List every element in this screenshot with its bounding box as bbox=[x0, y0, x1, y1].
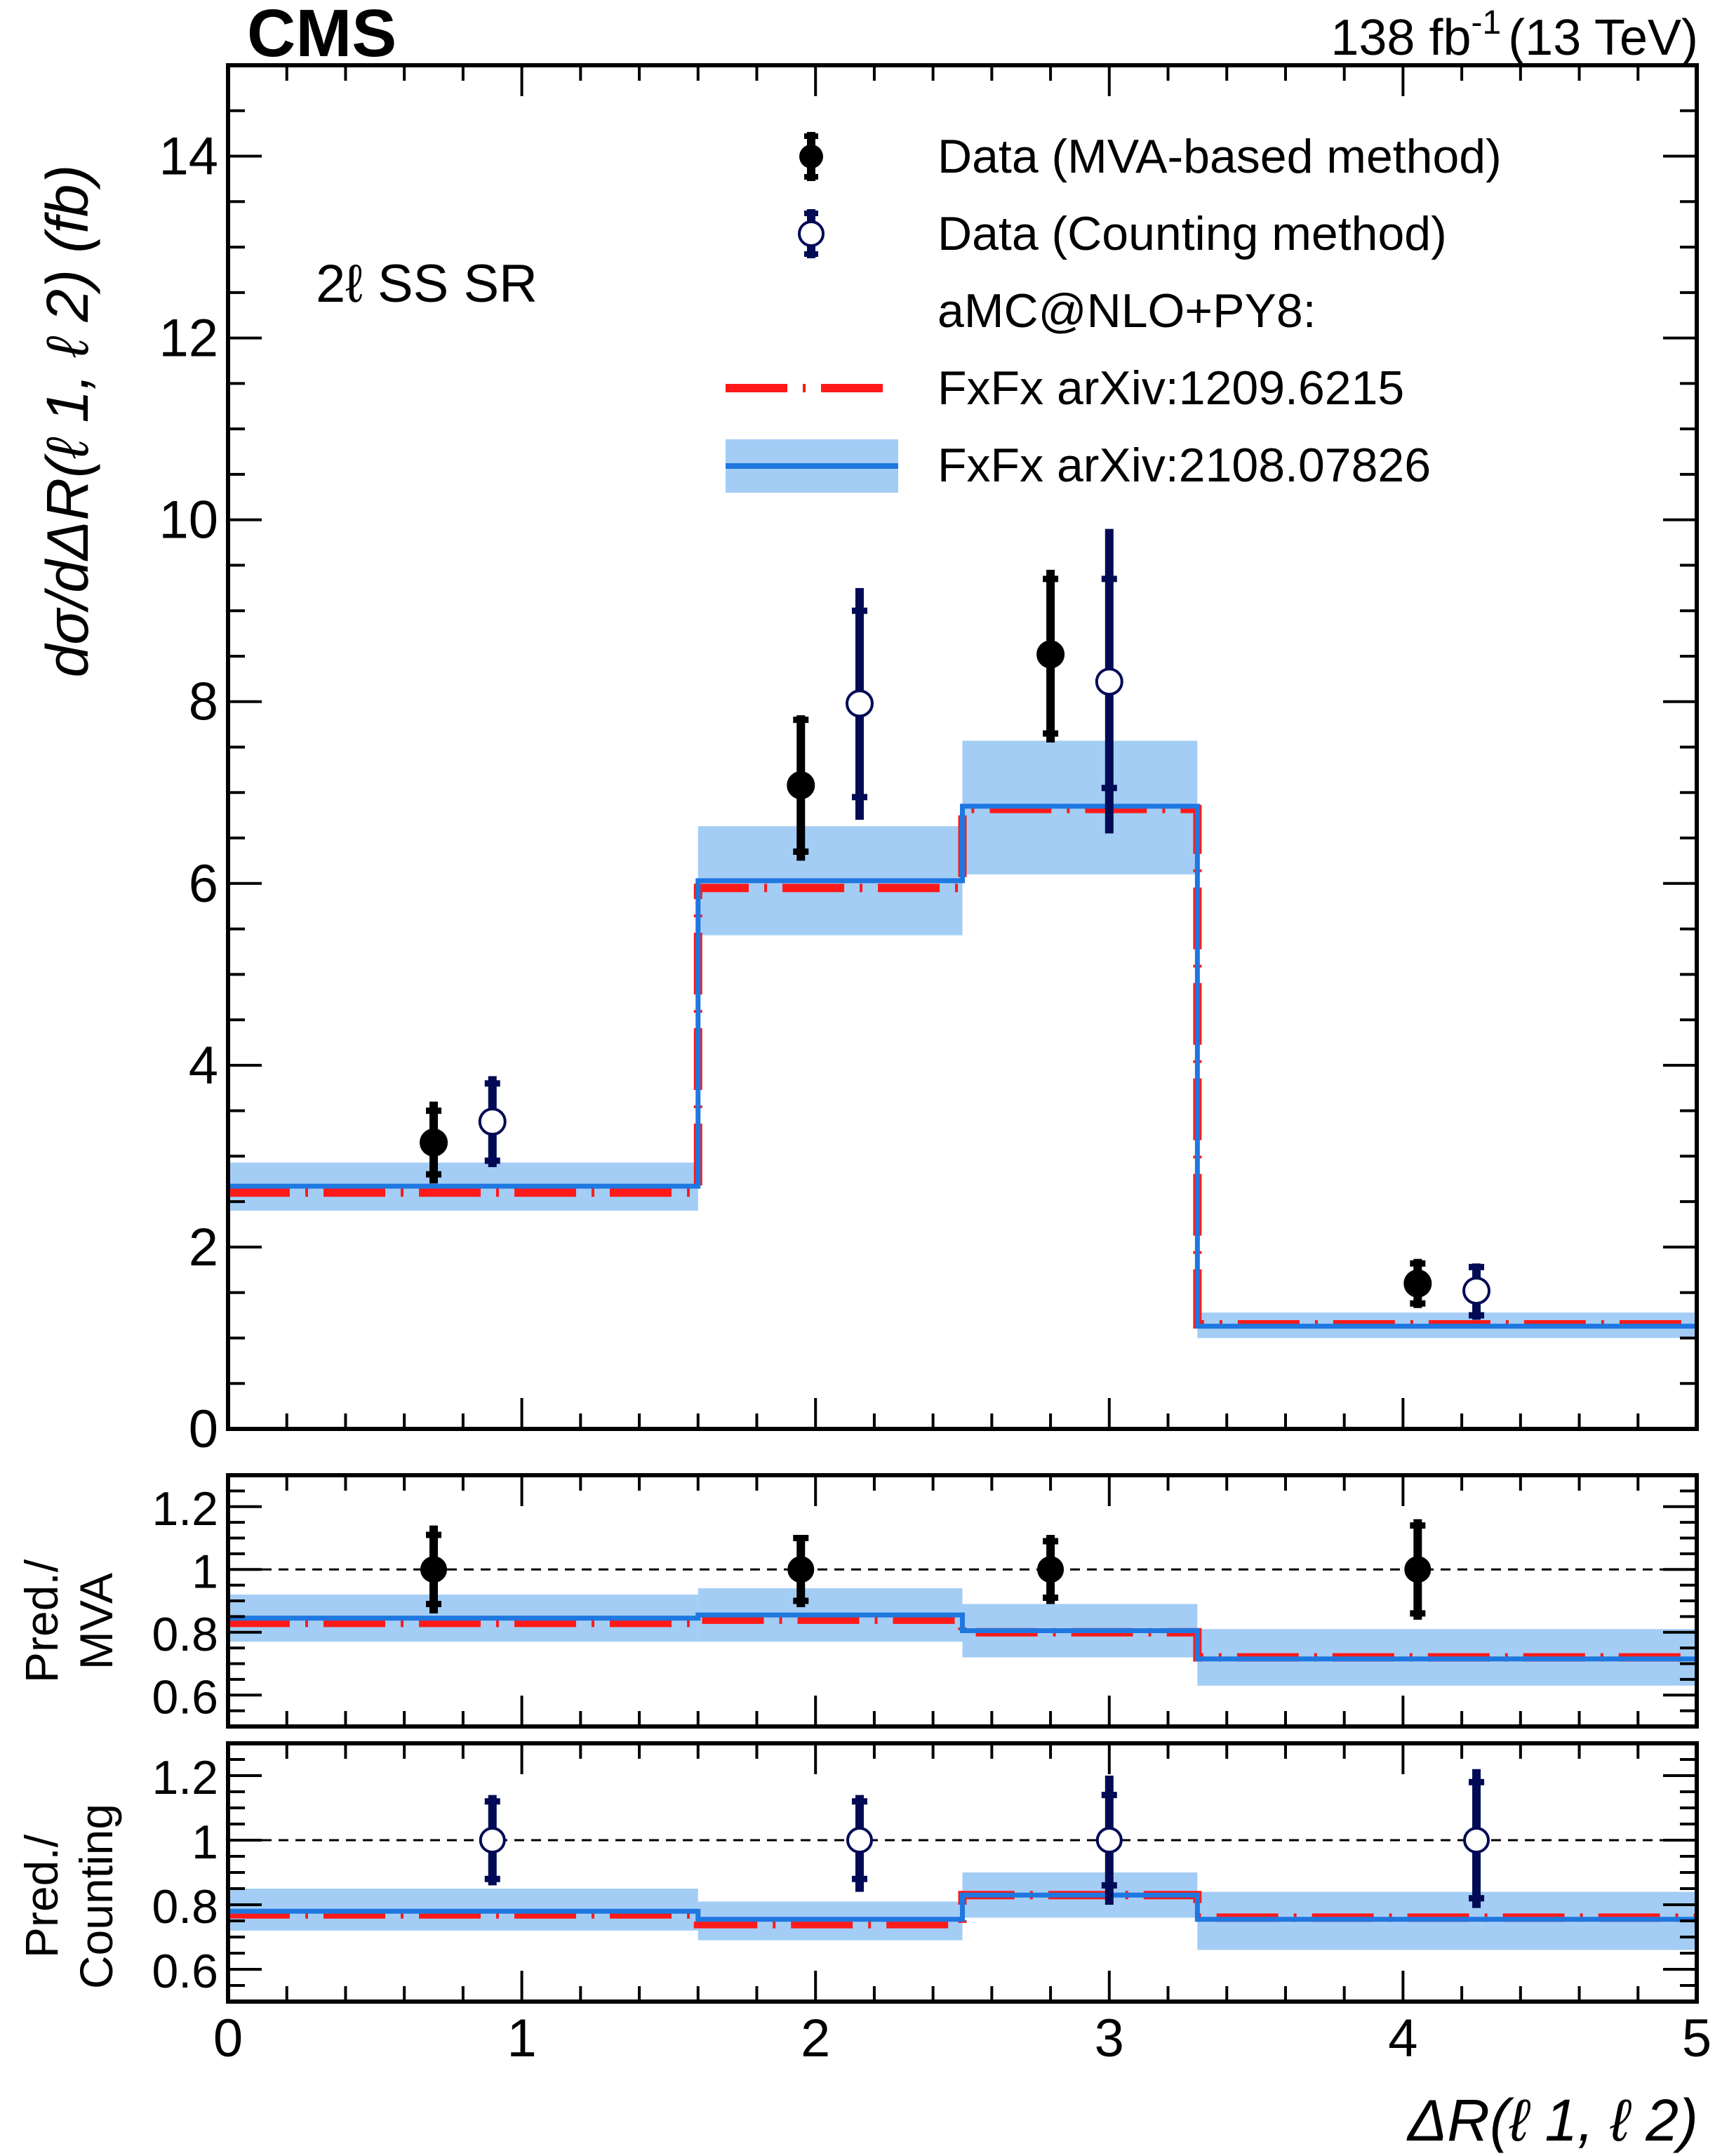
xtick-label-5: 4 bbox=[1388, 2009, 1417, 2068]
ratio-counting-ytick-label-3: 1 bbox=[192, 1816, 218, 1869]
ratio-counting-panel: 0.6 0.8 1 1.2 0 1 2 3 4 5 bbox=[152, 1741, 1711, 2068]
xtick-label-6: 5 bbox=[1682, 2009, 1711, 2068]
ratio-mva-ytick-label-1: 0.6 bbox=[152, 1670, 218, 1724]
main-mva-point-2-marker bbox=[787, 771, 815, 799]
x-axis-label: ΔR(ℓ 1, ℓ 2) bbox=[1406, 2087, 1698, 2153]
xtick-label-4: 3 bbox=[1095, 2009, 1124, 2068]
main-counting-point-4-marker bbox=[1462, 1277, 1491, 1305]
ratio-counting-counting-point-2-marker bbox=[846, 1827, 873, 1854]
xtick-label-1: 0 bbox=[213, 2009, 243, 2068]
legend-generator-label: aMC@NLO+PY8: bbox=[937, 284, 1316, 338]
ratio-mva-ytick-label-3: 1 bbox=[192, 1545, 218, 1598]
ratio-counting-ytick-label-2: 0.8 bbox=[152, 1880, 218, 1934]
ratio-mva-mva-point-1-marker bbox=[420, 1556, 448, 1583]
main-panel: 0 2 4 6 8 10 12 14 bbox=[159, 63, 1699, 1459]
main-mva-point-4-marker bbox=[1403, 1269, 1432, 1298]
main-ytick-label-2: 2 bbox=[189, 1218, 218, 1277]
region-label: 2ℓ SS SR bbox=[316, 254, 538, 314]
ratio-counting-ytick-label-4: 1.2 bbox=[152, 1751, 218, 1804]
main-pred-new-line bbox=[228, 804, 1697, 1329]
main-ytick-label-8: 14 bbox=[159, 127, 218, 187]
legend-mva-label: Data (MVA-based method) bbox=[937, 130, 1502, 183]
ratio-mva-mva-point-3-marker bbox=[1037, 1556, 1065, 1583]
ratio-mva-panel: 0.6 0.8 1 1.2 bbox=[152, 1473, 1699, 1729]
ratio-mva-mva-point-2-marker bbox=[787, 1556, 815, 1583]
legend-counting-label: Data (Counting method) bbox=[937, 207, 1447, 260]
ratio-counting-ytick-label-1: 0.6 bbox=[152, 1945, 218, 1998]
main-ytick-label-1: 0 bbox=[189, 1399, 218, 1459]
legend: Data (MVA-based method) Data (Counting m… bbox=[726, 130, 1502, 493]
legend-old-label: FxFx arXiv:1209.6215 bbox=[937, 361, 1404, 415]
main-counting-point-1-marker bbox=[478, 1107, 507, 1136]
ratio-mva-mva-point-4-marker bbox=[1404, 1556, 1432, 1583]
lumi-value: 138 fb bbox=[1330, 10, 1471, 66]
ratio-mva-ylabel-2: MVA bbox=[70, 1573, 122, 1670]
ratio-counting-ylabel-2: Counting bbox=[70, 1804, 122, 1989]
main-ytick-label-6: 10 bbox=[159, 491, 218, 550]
ratio-counting-counting-point-3-marker bbox=[1095, 1827, 1123, 1854]
xtick-label-2: 1 bbox=[507, 2009, 536, 2068]
cms-label: CMS bbox=[247, 0, 396, 71]
legend-mva-marker bbox=[799, 145, 823, 168]
legend-new-label: FxFx arXiv:2108.07826 bbox=[937, 439, 1431, 492]
main-ytick-label-4: 6 bbox=[189, 854, 218, 914]
ratio-counting-pred-new-line bbox=[228, 1892, 1697, 1922]
main-counting-point-3-marker bbox=[1095, 667, 1123, 696]
ratio-counting-counting-point-1-marker bbox=[479, 1827, 506, 1854]
energy-label: (13 TeV) bbox=[1508, 10, 1698, 66]
ratio-mva-ytick-label-2: 0.8 bbox=[152, 1608, 218, 1661]
main-ytick-label-5: 8 bbox=[189, 672, 218, 732]
lumi-label: 138 fb-1 (13 TeV) bbox=[1330, 4, 1698, 66]
legend-counting-marker bbox=[798, 220, 825, 247]
lumi-exponent: -1 bbox=[1472, 4, 1502, 41]
ratio-mva-ylabel-1: Pred./ bbox=[15, 1559, 67, 1683]
y-axis-label: dσ/dΔR(ℓ 1, ℓ 2) (fb) bbox=[34, 165, 100, 678]
main-counting-point-2-marker bbox=[845, 689, 874, 718]
ratio-mva-ytick-label-4: 1.2 bbox=[152, 1482, 218, 1536]
ratio-counting-counting-point-4-marker bbox=[1463, 1827, 1490, 1854]
main-mva-point-1-marker bbox=[420, 1128, 448, 1157]
ratio-counting-ylabel-1: Pred./ bbox=[15, 1834, 67, 1958]
main-ytick-label-3: 4 bbox=[189, 1036, 218, 1096]
main-mva-point-3-marker bbox=[1036, 640, 1065, 669]
main-ytick-label-7: 12 bbox=[159, 309, 218, 368]
xtick-label-3: 2 bbox=[801, 2009, 830, 2068]
ratio-mva-pred-new-line bbox=[228, 1612, 1697, 1662]
